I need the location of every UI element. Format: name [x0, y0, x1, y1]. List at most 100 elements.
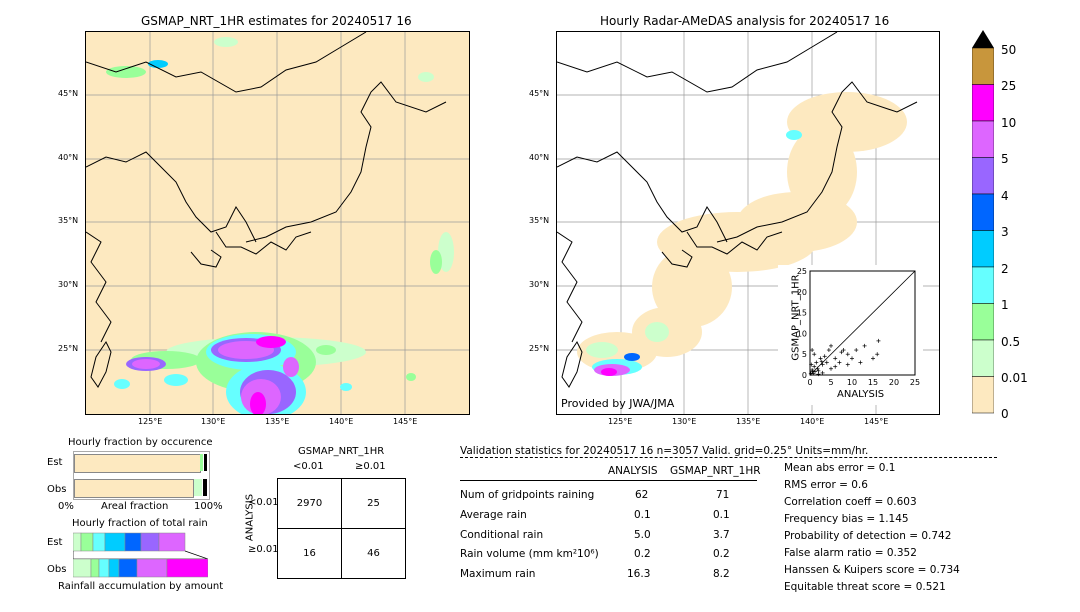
scatter-point: [819, 359, 824, 364]
scatter-ytick: 10: [797, 329, 807, 338]
left-map-canvas: [86, 32, 469, 414]
scatter-point: [813, 369, 818, 374]
validation-row-label: Conditional rain: [460, 529, 544, 541]
scatter-point: [858, 360, 863, 365]
colorbar-segment: [971, 230, 995, 268]
scatter-point: [824, 360, 829, 365]
score-line: Probability of detection = 0.742: [784, 530, 952, 542]
validation-table-rule: [460, 480, 757, 481]
contingency-cell: 25: [341, 478, 406, 529]
scatter-xtick: 10: [847, 378, 857, 387]
validation-analysis-value: 16.3: [627, 568, 651, 580]
right-lon-label: 145°E: [864, 417, 889, 426]
colorbar-label: 0.5: [1001, 335, 1021, 349]
score-line: Mean abs error = 0.1: [784, 462, 896, 474]
contingency-cell: 46: [341, 528, 406, 579]
scatter-point: [818, 356, 823, 361]
right-lon-label: 130°E: [672, 417, 697, 426]
colorbar-label: 3: [1001, 225, 1009, 239]
scatter-point: [850, 356, 854, 361]
scatter-point: [812, 364, 817, 369]
left-lat-label: 35°N: [58, 216, 79, 225]
right-lon-label: 135°E: [736, 417, 761, 426]
scatter-inset: 0 5 10 15 20 25 0 5 10 15 20 25: [778, 265, 923, 405]
scatter-ytick: 25: [797, 267, 807, 276]
right-lat-label: 25°N: [529, 344, 550, 353]
scatter-point: [808, 371, 813, 376]
scatter-ytick: 20: [797, 288, 807, 297]
validation-divider: [460, 457, 997, 458]
total-rain-svg: [72, 532, 209, 578]
contingency-table: 2970 25 16 46: [277, 478, 406, 579]
scatter-plot: 0 5 10 15 20 25 0 5 10 15 20 25: [797, 267, 920, 387]
colorbar-label: 10: [1001, 116, 1017, 130]
occurrence-est-bar-rain: [200, 454, 203, 471]
colorbar-svg: [971, 30, 995, 414]
total-rain-chart: [72, 532, 209, 579]
occurrence-title: Hourly fraction by occurence: [68, 437, 213, 448]
left-map: [85, 31, 470, 415]
scatter-point: [845, 362, 850, 367]
occurrence-est-bar-dark: [204, 454, 207, 471]
scatter-point: [862, 343, 867, 348]
colorbar-segment: [971, 339, 995, 377]
colorbar-segment: [971, 376, 995, 414]
scatter-point: [812, 352, 817, 357]
colorbar-segment: [971, 303, 995, 341]
validation-row-label: Average rain: [460, 509, 527, 521]
colorbar-segment: [971, 120, 995, 158]
contingency-row-header: <0.01: [248, 497, 279, 508]
validation-gsmap-value: 0.1: [713, 509, 730, 521]
contingency-row-header: ≥0.01: [248, 544, 279, 555]
right-lat-label: 35°N: [529, 216, 550, 225]
scatter-point: [845, 352, 850, 357]
colorbar-label: 2: [1001, 262, 1009, 276]
right-lon-label: 125°E: [608, 417, 633, 426]
scatter-ylabel: GSMAP_NRT_1HR: [790, 274, 802, 361]
scatter-ytick: 5: [802, 350, 807, 359]
right-map-title: Hourly Radar-AMeDAS analysis for 2024051…: [600, 14, 890, 28]
total-rain-obs-label: Obs: [47, 564, 67, 575]
occurrence-tick-100: 100%: [194, 501, 223, 512]
colorbar-label: 0.01: [1001, 371, 1028, 385]
validation-gsmap-value: 3.7: [713, 529, 730, 541]
scatter-ytick: 15: [797, 309, 807, 318]
contingency-title: GSMAP_NRT_1HR: [298, 446, 385, 457]
contingency-col-header: ≥0.01: [355, 461, 386, 472]
validation-analysis-value: 62: [635, 489, 649, 501]
right-lat-label: 45°N: [529, 89, 550, 98]
contingency-col-header: <0.01: [293, 461, 324, 472]
scatter-point: [841, 348, 846, 353]
colorbar-label: 4: [1001, 189, 1009, 203]
colorbar-label: 0: [1001, 407, 1009, 421]
scatter-point: [839, 350, 844, 355]
scatter-xtick: 15: [868, 378, 878, 387]
scatter-diagonal: [809, 270, 916, 376]
left-lat-label: 40°N: [58, 153, 79, 162]
scatter-point: [816, 372, 821, 377]
right-map-canvas: [557, 32, 939, 414]
left-coastline: [86, 32, 447, 388]
colorbar-segment: [971, 84, 995, 122]
occurrence-obs-label: Obs: [47, 484, 67, 495]
scatter-point: [829, 343, 833, 348]
colorbar-segment: [971, 157, 995, 195]
scatter-point: [833, 356, 838, 361]
score-line: Frequency bias = 1.145: [784, 513, 909, 525]
colorbar-segment: [971, 47, 995, 85]
scatter-point: [810, 348, 815, 353]
scatter-point: [875, 352, 880, 357]
occurrence-obs-bar-dark: [203, 479, 207, 496]
left-lon-label: 135°E: [265, 417, 290, 426]
scatter-point: [876, 338, 881, 343]
validation-col-gsmap: GSMAP_NRT_1HR: [670, 465, 761, 477]
occurrence-est-bar: [74, 454, 201, 473]
left-lat-label: 45°N: [58, 89, 79, 98]
colorbar-segment: [971, 266, 995, 304]
left-lat-label: 30°N: [58, 280, 79, 289]
scatter-xtick: 25: [910, 378, 920, 387]
right-map: [556, 31, 940, 415]
scatter-point: [826, 348, 831, 353]
scatter-point: [829, 366, 833, 371]
validation-gsmap-value: 8.2: [713, 568, 730, 580]
